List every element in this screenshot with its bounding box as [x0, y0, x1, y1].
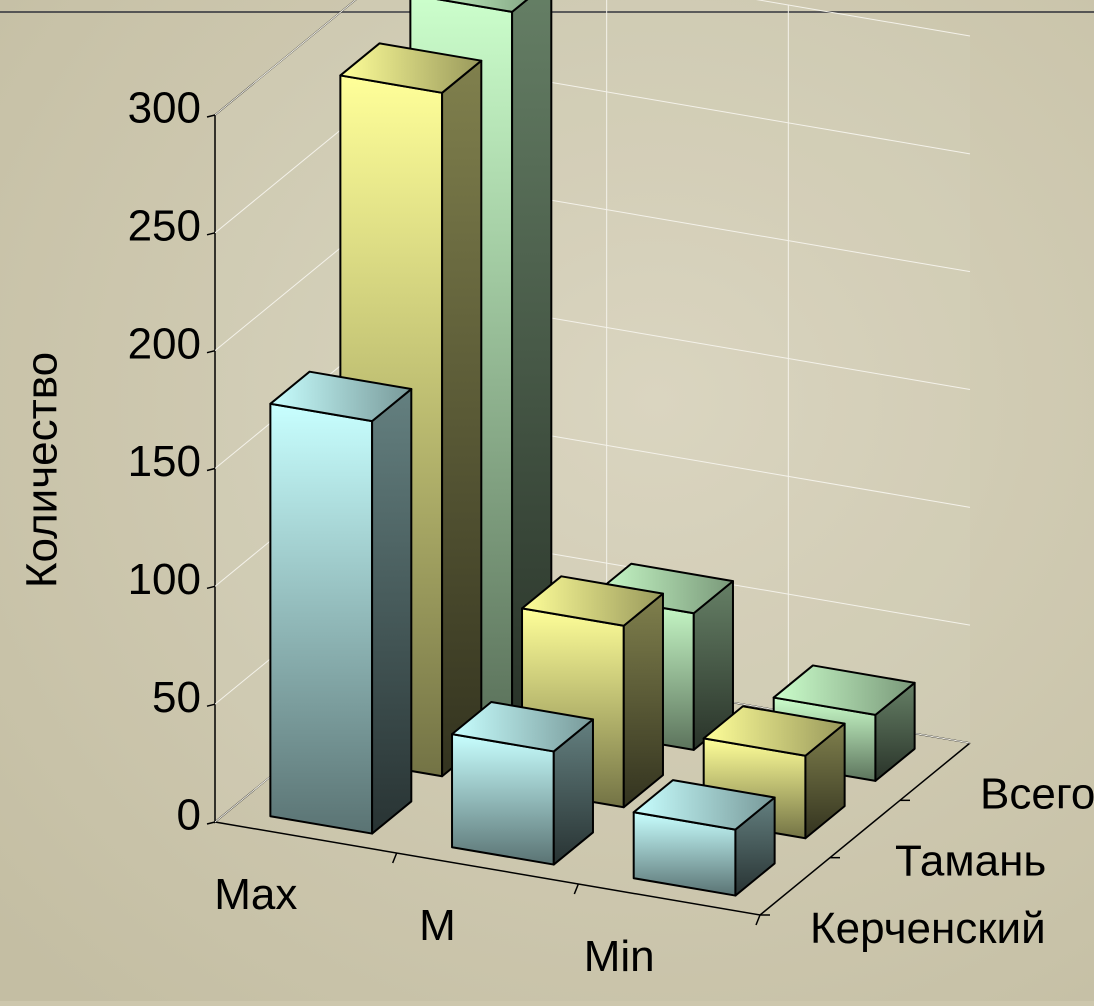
- y-tick: [206, 821, 216, 825]
- bar: [632, 779, 776, 897]
- x-tick: [755, 914, 761, 926]
- y-tick: [206, 232, 216, 236]
- bar-top: [339, 42, 483, 94]
- series-label: Тамань: [895, 837, 1046, 886]
- bar-top: [269, 370, 413, 423]
- grid-line: [214, 0, 971, 116]
- x-tick-label: Min: [584, 932, 655, 981]
- bar-top: [632, 779, 776, 831]
- series-label: Керченский: [810, 904, 1046, 953]
- y-tick-label: 0: [177, 791, 201, 840]
- bar-side: [622, 592, 664, 809]
- y-tick-label: 50: [152, 673, 201, 722]
- y-tick: [206, 349, 216, 354]
- bar-side: [371, 388, 413, 835]
- y-tick-label: 300: [128, 84, 201, 133]
- y-tick: [206, 467, 216, 472]
- bar-top: [436, 0, 529, 13]
- bar-top: [521, 575, 664, 627]
- x-tick: [573, 883, 580, 895]
- y-tick-label: 200: [128, 319, 201, 368]
- back-wall: [425, 0, 970, 743]
- x-tick-label: M: [419, 901, 456, 950]
- x-tick-label: Max: [214, 870, 297, 919]
- y-tick: [206, 585, 216, 590]
- y-tick: [206, 703, 216, 707]
- series-label: Всего: [980, 769, 1094, 818]
- bar: [451, 700, 594, 866]
- x-tick: [391, 852, 398, 864]
- y-axis-label: Количество: [18, 352, 67, 588]
- bar-top: [772, 664, 916, 716]
- y-tick-label: 250: [128, 201, 201, 250]
- bar-top: [702, 705, 846, 757]
- bar-front: [451, 733, 555, 866]
- bar-front: [269, 402, 374, 835]
- bar-top: [451, 700, 594, 753]
- bar: [269, 370, 413, 835]
- bar-side: [441, 59, 483, 778]
- y-tick-label: 150: [128, 437, 201, 486]
- y-tick: [206, 114, 216, 118]
- y-tick-label: 100: [128, 555, 201, 604]
